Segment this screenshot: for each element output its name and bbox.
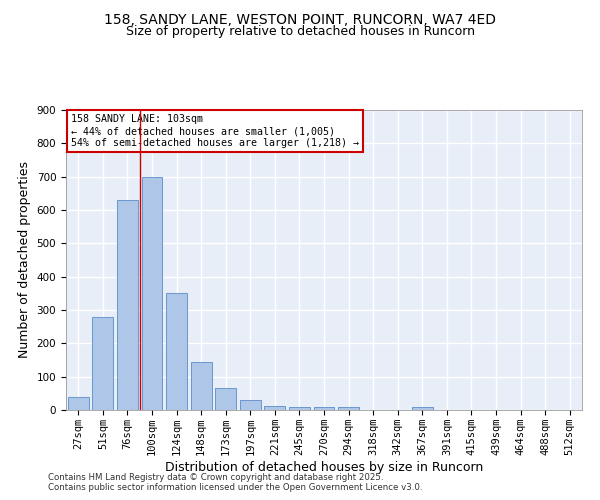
Bar [191, 362, 212, 410]
Bar [92, 316, 113, 410]
Text: 158 SANDY LANE: 103sqm
← 44% of detached houses are smaller (1,005)
54% of semi-: 158 SANDY LANE: 103sqm ← 44% of detached… [71, 114, 359, 148]
Bar [142, 176, 163, 410]
Text: Size of property relative to detached houses in Runcorn: Size of property relative to detached ho… [125, 25, 475, 38]
Bar [412, 408, 433, 410]
Bar [289, 406, 310, 410]
Text: 158, SANDY LANE, WESTON POINT, RUNCORN, WA7 4ED: 158, SANDY LANE, WESTON POINT, RUNCORN, … [104, 12, 496, 26]
Bar [314, 408, 334, 410]
Text: Contains public sector information licensed under the Open Government Licence v3: Contains public sector information licen… [48, 484, 422, 492]
Bar [117, 200, 138, 410]
Bar [338, 408, 359, 410]
Bar [265, 406, 286, 410]
Text: Contains HM Land Registry data © Crown copyright and database right 2025.: Contains HM Land Registry data © Crown c… [48, 474, 383, 482]
Bar [68, 396, 89, 410]
Bar [215, 388, 236, 410]
Y-axis label: Number of detached properties: Number of detached properties [18, 162, 31, 358]
Bar [166, 294, 187, 410]
X-axis label: Distribution of detached houses by size in Runcorn: Distribution of detached houses by size … [165, 460, 483, 473]
Bar [240, 400, 261, 410]
